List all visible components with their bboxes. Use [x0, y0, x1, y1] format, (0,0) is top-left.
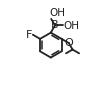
Text: OH: OH — [50, 8, 66, 18]
Text: OH: OH — [63, 21, 79, 31]
Text: B: B — [51, 20, 59, 30]
Text: O: O — [64, 38, 73, 48]
Text: F: F — [26, 30, 33, 40]
